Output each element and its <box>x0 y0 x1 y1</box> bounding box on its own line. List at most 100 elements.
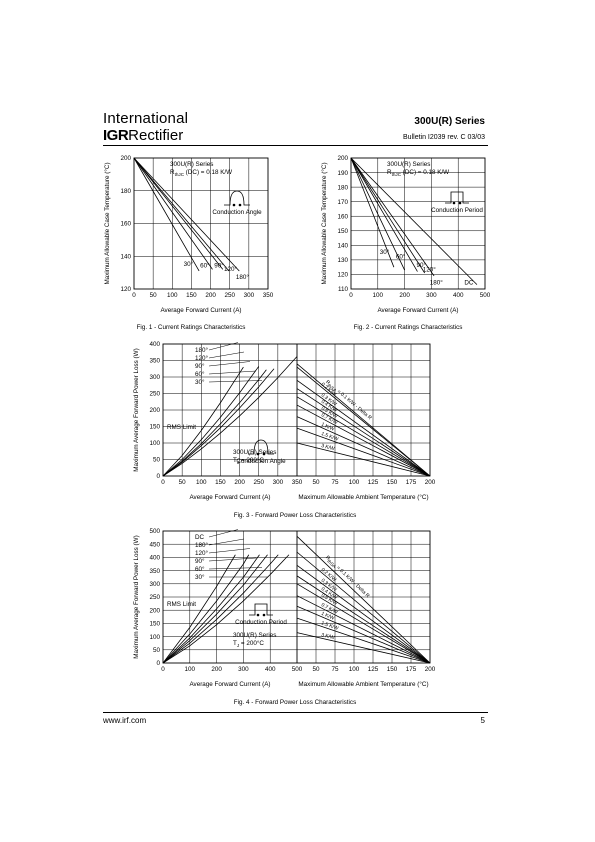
fig4-rth-line-3 <box>296 575 431 664</box>
fig2-curve-label: 60° <box>396 252 406 260</box>
fig4-y-tick-label: 400 <box>149 555 160 562</box>
fig3-series-1 <box>162 368 275 477</box>
fig3-x2-axis-label: Maximum Allowable Ambient Temperature (°… <box>298 493 428 501</box>
fig4-device-label: 300U(R) Series <box>233 632 276 639</box>
fig4-waveform-icon <box>249 603 273 617</box>
fig2-y-tick-label: 130 <box>337 257 348 264</box>
fig3-y-tick-label: 200 <box>149 407 160 414</box>
fig4-legend-leader <box>208 538 245 546</box>
logo-mark: IGR <box>103 127 129 144</box>
fig3-x-tick-label: 0 <box>161 479 165 486</box>
fig1-curve-label: 60° <box>200 262 210 270</box>
fig3-rth-line-1 <box>296 366 431 477</box>
fig4-waveform-label: Conduction Period <box>235 619 287 626</box>
fig1-waveform-icon-shape <box>224 190 250 206</box>
fig2-waveform-label: Conduction Period <box>431 207 483 214</box>
fig1-x-tick-label: 250 <box>224 292 235 299</box>
fig1-x-tick-label: 0 <box>132 292 136 299</box>
fig2-x-tick-label: 400 <box>453 292 464 299</box>
fig4-x2-axis-label: Maximum Allowable Ambient Temperature (°… <box>298 680 428 688</box>
fig2-series-2 <box>350 157 418 272</box>
fig4-x-axis-label: Average Forward Current (A) <box>189 681 270 688</box>
fig3-legend-leader <box>208 380 263 383</box>
footer-rule <box>103 712 488 713</box>
bulletin-info: Bulletin I2039 rev. C 03/03 <box>403 134 485 141</box>
fig3-series-2 <box>162 369 267 477</box>
fig4-x2-tick-label: 100 <box>349 666 360 673</box>
fig4-y-tick-label: 200 <box>149 607 160 614</box>
fig3-x2-tick-label: 175 <box>406 479 417 486</box>
fig4-legend-leader <box>208 548 251 554</box>
fig3-rth-line-8 <box>296 442 431 477</box>
fig2-series-3 <box>350 157 426 274</box>
fig4-series-1 <box>162 554 279 664</box>
fig3-frame <box>162 343 431 477</box>
fig2-y-tick-label: 160 <box>337 213 348 220</box>
company-name-2: Rectifier <box>128 127 184 144</box>
footer-url[interactable]: www.irf.com <box>103 716 147 725</box>
fig4-legend-label: 60° <box>195 565 205 573</box>
fig1-curve-label: 30° <box>184 260 194 268</box>
fig3-y-tick-label: 250 <box>149 391 160 398</box>
fig4-waveform-icon-dot <box>256 613 260 617</box>
fig2-y-tick-label: 180 <box>337 184 348 191</box>
fig1-y-tick-label: 140 <box>120 253 131 260</box>
fig4-legend-leader <box>208 529 239 538</box>
fig4-series-5 <box>162 554 236 664</box>
fig2-curve-label: DC <box>464 280 474 287</box>
fig4-rth-line-8 <box>296 632 431 664</box>
fig4-series-0 <box>162 554 290 664</box>
fig1-rth-label: RthJC (DC) = 0.18 K/W <box>170 169 232 177</box>
fig4-rth-label: 1 K/W <box>320 611 335 622</box>
fig3-rth-label: 3 K/W <box>320 443 335 452</box>
fig3-legend-label: 30° <box>195 378 205 386</box>
fig2-rth-label: RthJC (DC) = 0.18 K/W <box>387 169 449 177</box>
fig4-x-tick-label: 100 <box>185 666 196 673</box>
fig2-waveform-icon-dot <box>452 201 456 205</box>
fig4-rth-label: 1.5 K/W <box>320 620 339 631</box>
fig3-rth-line-5 <box>296 404 431 477</box>
fig4-rms-label: RMS Limit <box>167 601 196 608</box>
fig1-series-4 <box>133 157 240 272</box>
fig2-y-tick-label: 170 <box>337 199 348 206</box>
fig4-x-tick-label: 300 <box>238 666 249 673</box>
fig3-y-tick-label: 0 <box>156 473 160 480</box>
fig4-x2-tick-label: 200 <box>425 666 436 673</box>
page-number: 5 <box>480 716 485 725</box>
fig2-y-tick-label: 140 <box>337 243 348 250</box>
fig4-x2-tick-label: 125 <box>368 666 379 673</box>
company-name: International <box>103 110 189 127</box>
fig4-legend-label: 90° <box>195 557 205 565</box>
fig3-rms-label: RMS Limit <box>167 424 196 431</box>
fig2-x-tick-label: 200 <box>399 292 410 299</box>
fig4-waveform-icon-dot <box>262 613 266 617</box>
fig2-y-axis-label: Maximum Allowable Case Temperature (°C) <box>320 162 328 284</box>
fig3-y-tick-label: 50 <box>153 457 161 464</box>
fig2-curve-label: 90° <box>416 261 426 269</box>
fig1-x-tick-label: 350 <box>263 292 274 299</box>
fig2-caption: Fig. 2 - Current Ratings Characteristics <box>354 324 463 331</box>
fig2-y-tick-label: 200 <box>337 155 348 162</box>
fig2-waveform-icon <box>445 191 469 205</box>
fig4-y-tick-label: 50 <box>153 647 161 654</box>
fig4-series-3 <box>162 554 260 664</box>
fig3-rth-line-7 <box>296 427 431 477</box>
fig3-x2-tick-label: 50 <box>312 479 320 486</box>
fig3-y-axis-label: Maximum Average Forward Power Loss (W) <box>133 348 140 471</box>
fig4-x-tick-label: 0 <box>161 666 165 673</box>
fig1-x-tick-label: 50 <box>150 292 158 299</box>
fig4-y-tick-label: 250 <box>149 594 160 601</box>
fig1-curve-label: 120° <box>224 265 238 273</box>
fig3-legend-leader <box>208 342 239 351</box>
fig4-rth-line-6 <box>296 605 431 664</box>
fig1-series-1 <box>133 157 213 270</box>
fig3-waveform-icon-dot <box>262 452 266 456</box>
fig3-legend-label: 60° <box>195 370 205 378</box>
fig4-tj-label: TJ = 200°C <box>233 639 264 648</box>
fig3-tj-label: TJ = 200°C <box>233 456 264 465</box>
fig4-legend-label: 180° <box>195 541 209 549</box>
fig1-waveform-label: Conduction Angle <box>212 209 262 216</box>
fig4-rth-line-7 <box>296 617 431 664</box>
fig4-x-tick-label: 500 <box>292 666 303 673</box>
fig2-y-tick-label: 150 <box>337 228 348 235</box>
